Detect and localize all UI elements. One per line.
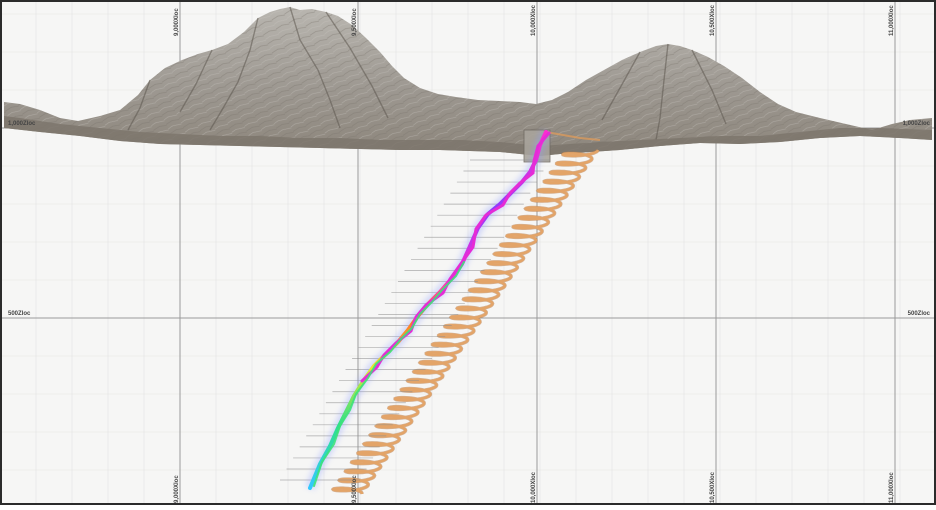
x-label-top: 10,000Xloc xyxy=(531,4,537,36)
x-label-top: 10,500Xloc xyxy=(710,4,716,36)
x-axis-top-labels: 9,000Xloc 9,500Xloc 10,000Xloc 10,500Xloc 11… xyxy=(174,4,895,36)
z-label-left: 500Zloc xyxy=(8,311,31,317)
x-label-top: 9,500Xloc xyxy=(352,8,358,36)
z-label-right: 1,000Zloc xyxy=(903,121,931,127)
x-label-bottom: 10,000Xloc xyxy=(531,471,537,503)
z-axis-left-labels: 1,000Zloc 500Zloc xyxy=(8,121,36,317)
terrain-texture xyxy=(4,7,932,156)
x-label-top: 11,000Xloc xyxy=(889,5,895,36)
x-label-bottom: 9,000Xloc xyxy=(174,475,180,503)
terrain-mesh[interactable] xyxy=(4,6,932,163)
terrain-ridges xyxy=(127,6,727,141)
x-label-bottom: 11,000Xloc xyxy=(889,472,895,503)
spiral-decline[interactable] xyxy=(330,149,600,495)
terrain-base-band xyxy=(4,116,932,156)
portal-orange-streak xyxy=(545,131,601,141)
x-label-bottom: 9,500Xloc xyxy=(352,475,358,503)
x-label-top: 9,000Xloc xyxy=(174,8,180,36)
x-axis-bottom-labels: 9,000Xloc 9,500Xloc 10,000Xloc 10,500Xloc 11… xyxy=(174,471,895,503)
drill-traces[interactable] xyxy=(305,129,551,490)
z-label-left: 1,000Zloc xyxy=(8,121,36,127)
x-label-bottom: 10,500Xloc xyxy=(710,471,716,503)
z-axis-right-labels: 1,000Zloc 500Zloc xyxy=(903,121,931,317)
spiral-ribbon[interactable] xyxy=(331,149,600,495)
drillhole-green[interactable] xyxy=(313,261,465,487)
z-label-right: 500Zloc xyxy=(908,311,931,317)
